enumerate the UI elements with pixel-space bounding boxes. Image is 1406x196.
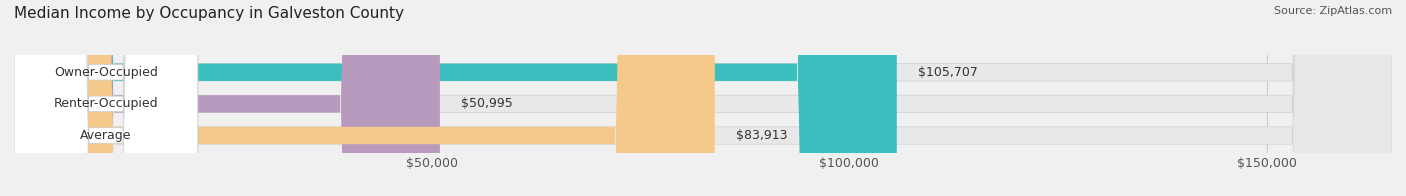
FancyBboxPatch shape — [14, 0, 440, 196]
Text: Average: Average — [80, 129, 132, 142]
Text: $50,995: $50,995 — [461, 97, 513, 110]
FancyBboxPatch shape — [14, 0, 714, 196]
Text: $83,913: $83,913 — [735, 129, 787, 142]
FancyBboxPatch shape — [14, 0, 198, 196]
FancyBboxPatch shape — [14, 0, 1392, 196]
FancyBboxPatch shape — [14, 0, 1392, 196]
Text: Renter-Occupied: Renter-Occupied — [53, 97, 159, 110]
FancyBboxPatch shape — [14, 0, 1392, 196]
Text: Owner-Occupied: Owner-Occupied — [53, 66, 157, 79]
FancyBboxPatch shape — [14, 0, 198, 196]
Text: Source: ZipAtlas.com: Source: ZipAtlas.com — [1274, 6, 1392, 16]
Text: Median Income by Occupancy in Galveston County: Median Income by Occupancy in Galveston … — [14, 6, 404, 21]
FancyBboxPatch shape — [14, 0, 897, 196]
FancyBboxPatch shape — [14, 0, 198, 196]
Text: $105,707: $105,707 — [918, 66, 977, 79]
